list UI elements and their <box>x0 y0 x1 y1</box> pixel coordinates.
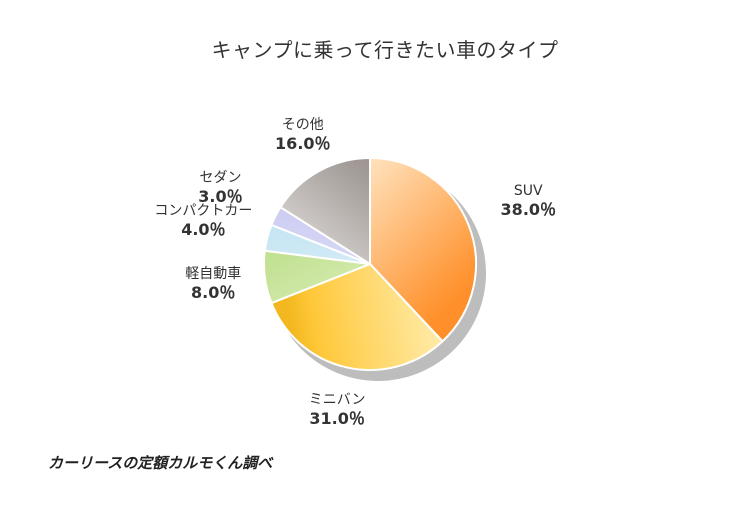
slice-label-6: その他 16.0％ <box>275 117 330 153</box>
slice-name-4: コンパクトカー <box>154 203 253 220</box>
source-note: カーリースの定額カルモくん調べ <box>48 454 273 472</box>
slice-value-2: 31.0％ <box>309 409 365 429</box>
slice-label-1: SUV 38.0％ <box>501 183 556 219</box>
slice-value-1: 38.0％ <box>500 200 557 220</box>
slice-name-6: その他 <box>281 117 324 134</box>
slice-name-1: SUV <box>513 183 543 200</box>
pie-slice-1 <box>369 156 477 343</box>
slice-label-5: セダン 3.0％ <box>198 170 242 206</box>
slice-value-3: 8.0％ <box>191 282 236 302</box>
slice-value-4: 4.0％ <box>181 220 226 240</box>
pie-slice-2 <box>270 262 444 371</box>
slice-label-4: コンパクトカー 4.0％ <box>154 203 252 239</box>
slice-label-3: 軽自動車 8.0％ <box>185 266 241 302</box>
slice-name-5: セダン <box>199 169 242 186</box>
slice-label-2: ミニバン 31.0％ <box>309 392 366 428</box>
chart-title: キャンプに乗って行きたい車のタイプ <box>211 38 559 62</box>
slice-name-3: 軽自動車 <box>185 265 242 282</box>
slice-value-6: 16.0％ <box>275 134 331 154</box>
slice-name-2: ミニバン <box>308 392 366 409</box>
slice-value-5: 3.0％ <box>198 186 243 206</box>
pie-slice-6 <box>279 156 371 266</box>
